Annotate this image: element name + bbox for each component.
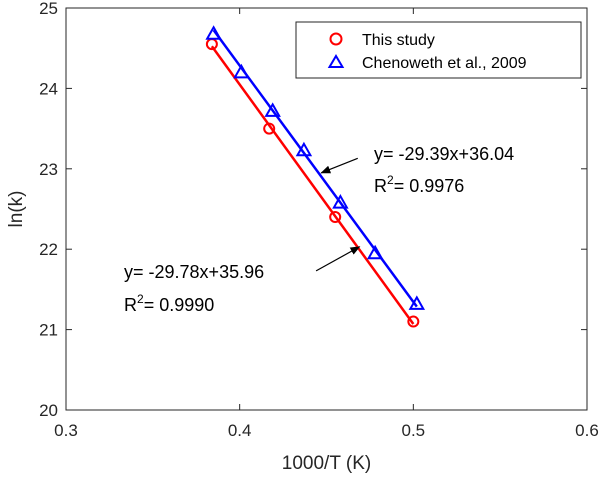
x-tick-label: 0.3 [54, 421, 78, 440]
x-axis-label: 1000/T (K) [282, 453, 371, 474]
legend-entry-this-study: This study [362, 32, 435, 49]
x-tick-label: 0.5 [402, 421, 426, 440]
data-point-series-1 [264, 102, 281, 117]
fit-line-series-0 [210, 45, 415, 325]
data-point-series-1 [332, 194, 349, 209]
data-point-series-1 [366, 244, 384, 260]
x-axis-ticks: 0.3 0.4 0.5 0.6 [54, 8, 599, 440]
r-squared-this-study-sup: 2 [137, 292, 144, 306]
r-squared-this-study-r: R [124, 295, 137, 315]
y-tick-label: 20 [39, 401, 58, 420]
x-tick-label: 0.4 [228, 421, 252, 440]
annotation-this-study: y= -29.78x+35.96 R2= 0.9990 [124, 246, 361, 315]
r-squared-chenoweth-r: R [374, 176, 387, 196]
y-tick-label: 22 [39, 240, 58, 259]
data-point-series-1 [408, 295, 426, 310]
legend-marker-chenoweth [327, 54, 345, 68]
y-axis-label: ln(k) [6, 191, 27, 228]
data-point-series-1 [205, 25, 222, 40]
r-squared-this-study: R2= 0.9990 [124, 292, 214, 315]
data-point-series-0 [263, 122, 276, 135]
legend-marker-this-study [329, 32, 343, 46]
equation-this-study: y= -29.78x+35.96 [124, 262, 264, 282]
r-squared-this-study-value: = 0.9990 [144, 295, 215, 315]
r-squared-chenoweth-sup: 2 [387, 173, 394, 187]
r-squared-chenoweth-value: = 0.9976 [394, 176, 465, 196]
legend-entry-chenoweth: Chenoweth et al., 2009 [362, 55, 527, 72]
data-markers [205, 25, 426, 328]
y-tick-label: 24 [39, 79, 58, 98]
data-point-series-1 [233, 63, 250, 79]
y-tick-label: 21 [39, 321, 58, 340]
y-tick-label: 25 [39, 0, 58, 18]
equation-chenoweth: y= -29.39x+36.04 [374, 144, 514, 164]
r-squared-chenoweth: R2= 0.9976 [374, 173, 464, 196]
y-tick-label: 23 [39, 160, 58, 179]
x-tick-label: 0.6 [575, 421, 599, 440]
arrow-chenoweth [320, 157, 358, 174]
data-point-series-0 [329, 211, 342, 224]
legend-box [295, 21, 582, 79]
legend: This study Chenoweth et al., 2009 [295, 21, 582, 79]
data-point-series-1 [295, 141, 313, 157]
annotation-chenoweth: y= -29.39x+36.04 R2= 0.9976 [320, 144, 514, 196]
arrow-this-study [315, 246, 361, 272]
data-point-series-0 [407, 315, 420, 328]
